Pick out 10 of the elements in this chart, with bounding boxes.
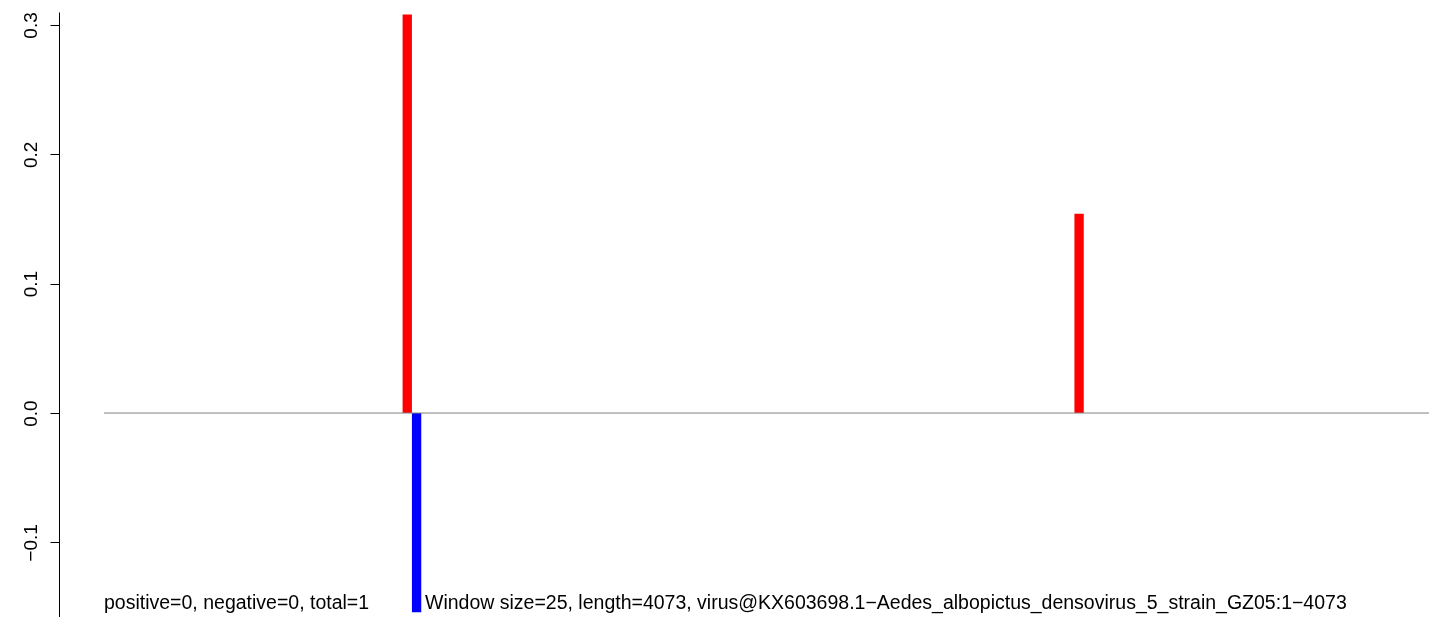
- bar: [411, 413, 422, 613]
- bar: [402, 14, 412, 414]
- y-tick-label: 0.1: [19, 270, 41, 298]
- y-tick-label: 0.2: [19, 141, 41, 169]
- y-tick-label: 0.3: [19, 12, 41, 39]
- annotation: positive=0, negative=0, total=1: [104, 591, 370, 613]
- bar: [1074, 213, 1084, 414]
- y-tick-label: −0.1: [19, 524, 41, 562]
- y-tick-label: 0.0: [19, 400, 41, 427]
- annotation: Window size=25, length=4073, virus@KX603698.1−Aedes_albopictus_densovirus_5_strain_GZ05:1−4073: [425, 591, 1347, 614]
